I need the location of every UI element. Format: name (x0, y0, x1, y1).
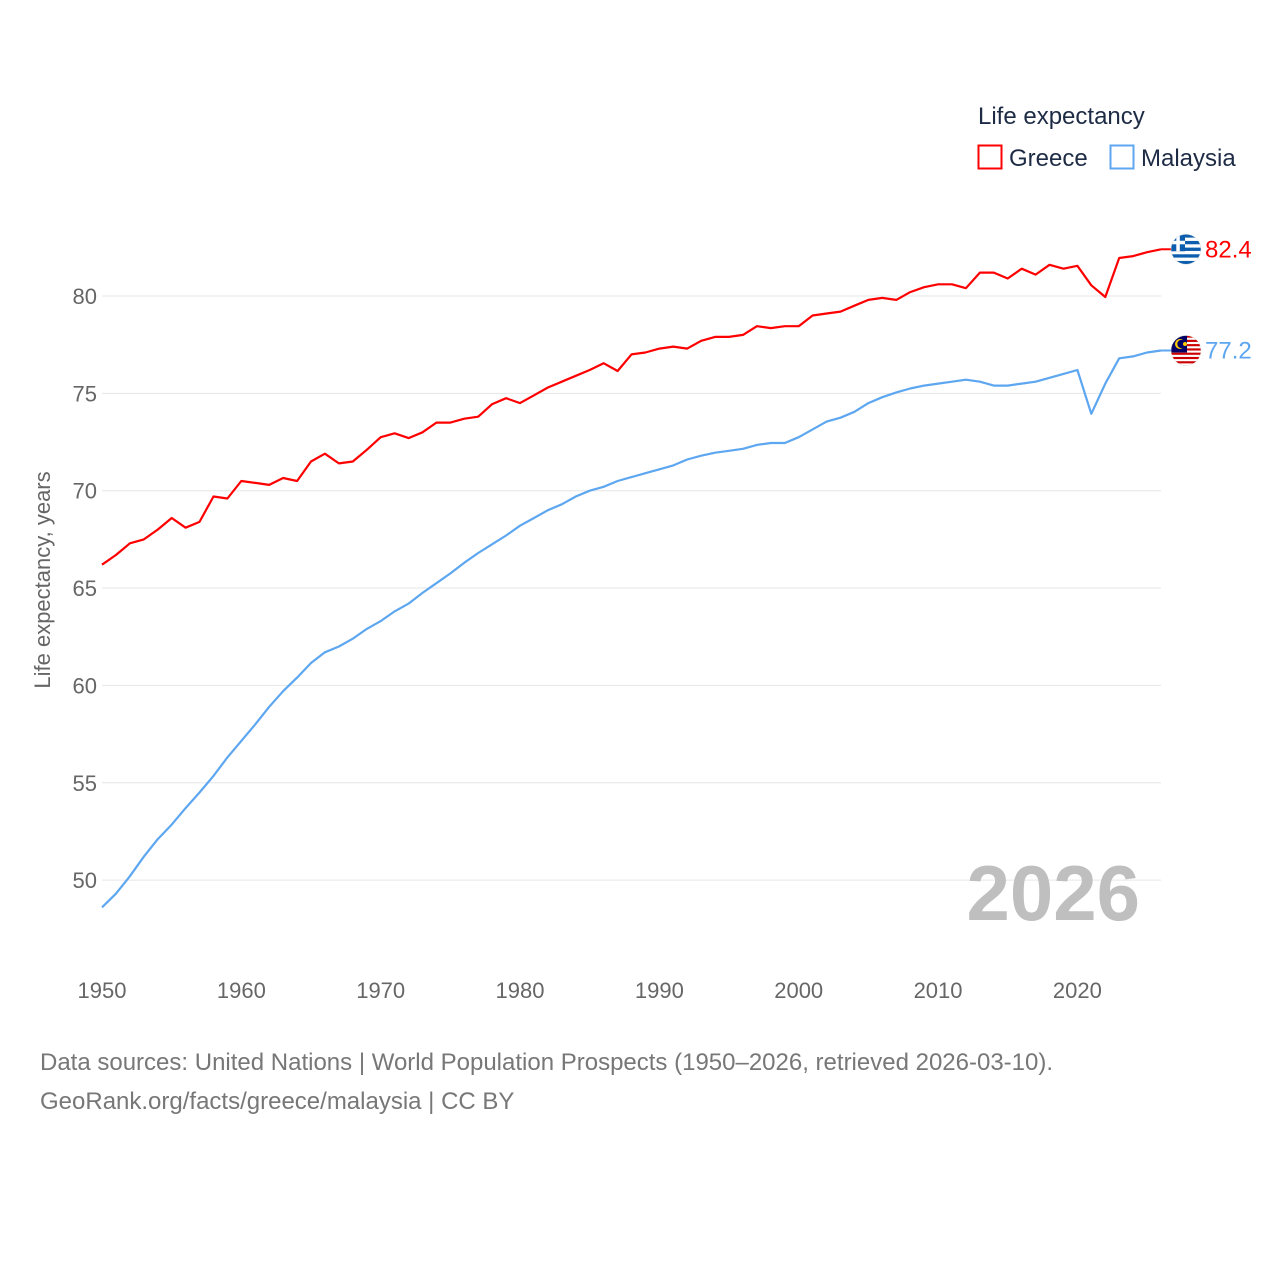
legend-label-malaysia: Malaysia (1141, 145, 1236, 172)
greece-flag-icon (1170, 234, 1202, 265)
y-tick-label: 70 (73, 479, 97, 504)
legend-label-greece: Greece (1009, 145, 1088, 172)
y-axis-label: Life expectancy, years (30, 471, 55, 688)
x-tick-label: 2000 (774, 978, 823, 1003)
legend-item-greece[interactable]: Greece (977, 144, 1088, 172)
x-tick-label: 2010 (914, 978, 963, 1003)
attribution-link[interactable]: GeoRank.org/facts/greece/malaysia | CC B… (40, 1088, 515, 1115)
y-tick-label: 80 (73, 284, 97, 309)
data-source-text: Data sources: United Nations | World Pop… (40, 1049, 1054, 1076)
series-line-malaysia[interactable] (101, 349, 1162, 909)
series-line-greece[interactable] (101, 248, 1162, 566)
end-value-label-malaysia: 77.2 (1205, 338, 1252, 365)
x-tick-label: 1990 (635, 978, 684, 1003)
footer: Data sources: United Nations | World Pop… (40, 1043, 1053, 1121)
x-tick-label: 1980 (496, 978, 545, 1003)
x-tick-label: 1970 (356, 978, 405, 1003)
x-tick-label: 1950 (78, 978, 127, 1003)
end-value-label-greece: 82.4 (1205, 236, 1252, 263)
y-tick-label: 65 (73, 576, 97, 601)
y-tick-label: 75 (73, 381, 97, 406)
y-tick-label: 60 (73, 673, 97, 698)
y-tick-label: 55 (73, 771, 97, 796)
legend: Life expectancy Greece Malaysia (977, 103, 1237, 172)
current-year-label: 2026 (966, 849, 1140, 937)
y-tick-label: 50 (73, 868, 97, 893)
x-tick-label: 1960 (217, 978, 266, 1003)
legend-title: Life expectancy (978, 103, 1145, 130)
x-tick-label: 2020 (1053, 978, 1102, 1003)
malaysia-flag-icon (1170, 335, 1202, 366)
legend-item-malaysia[interactable]: Malaysia (1109, 144, 1237, 172)
